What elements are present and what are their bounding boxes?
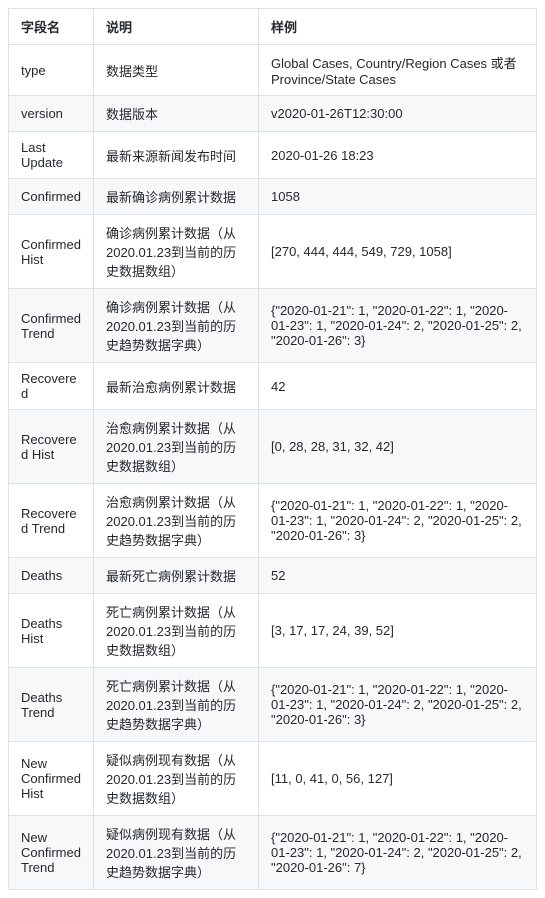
table-row: Recovered最新治愈病例累计数据42 <box>9 363 537 410</box>
table-row: Recovered Hist治愈病例累计数据（从2020.01.23到当前的历史… <box>9 410 537 484</box>
cell-example: 1058 <box>259 179 537 215</box>
table-header-row: 字段名 说明 样例 <box>9 9 537 45</box>
cell-field-name: type <box>9 45 94 96</box>
cell-example: 42 <box>259 363 537 410</box>
cell-field-name: Confirmed Hist <box>9 215 94 289</box>
cell-description: 数据类型 <box>94 45 259 96</box>
table-row: Recovered Trend治愈病例累计数据（从2020.01.23到当前的历… <box>9 484 537 558</box>
cell-field-name: New Confirmed Hist <box>9 742 94 816</box>
cell-example: [0, 28, 28, 31, 32, 42] <box>259 410 537 484</box>
cell-example: {"2020-01-21": 1, "2020-01-22": 1, "2020… <box>259 816 537 890</box>
table-row: Deaths Trend死亡病例累计数据（从2020.01.23到当前的历史趋势… <box>9 668 537 742</box>
table-row: version数据版本v2020-01-26T12:30:00 <box>9 96 537 132</box>
cell-field-name: Recovered Trend <box>9 484 94 558</box>
cell-description: 死亡病例累计数据（从2020.01.23到当前的历史趋势数据字典） <box>94 668 259 742</box>
cell-field-name: Last Update <box>9 132 94 179</box>
cell-description: 疑似病例现有数据（从2020.01.23到当前的历史数据数组） <box>94 742 259 816</box>
cell-example: Global Cases, Country/Region Cases 或者 Pr… <box>259 45 537 96</box>
cell-field-name: version <box>9 96 94 132</box>
table-row: Last Update最新来源新闻发布时间2020-01-26 18:23 <box>9 132 537 179</box>
cell-field-name: Deaths Trend <box>9 668 94 742</box>
cell-description: 确诊病例累计数据（从2020.01.23到当前的历史数据数组） <box>94 215 259 289</box>
table-row: Confirmed Hist确诊病例累计数据（从2020.01.23到当前的历史… <box>9 215 537 289</box>
cell-field-name: Recovered Hist <box>9 410 94 484</box>
fields-table: 字段名 说明 样例 type数据类型Global Cases, Country/… <box>8 8 537 890</box>
cell-description: 确诊病例累计数据（从2020.01.23到当前的历史趋势数据字典） <box>94 289 259 363</box>
table-row: Deaths Hist死亡病例累计数据（从2020.01.23到当前的历史数据数… <box>9 594 537 668</box>
cell-field-name: Recovered <box>9 363 94 410</box>
cell-field-name: Confirmed <box>9 179 94 215</box>
cell-description: 数据版本 <box>94 96 259 132</box>
cell-example: [270, 444, 444, 549, 729, 1058] <box>259 215 537 289</box>
cell-field-name: Deaths Hist <box>9 594 94 668</box>
table-row: New Confirmed Trend疑似病例现有数据（从2020.01.23到… <box>9 816 537 890</box>
header-desc: 说明 <box>94 9 259 45</box>
cell-example: 2020-01-26 18:23 <box>259 132 537 179</box>
cell-example: {"2020-01-21": 1, "2020-01-22": 1, "2020… <box>259 668 537 742</box>
table-row: Confirmed Trend确诊病例累计数据（从2020.01.23到当前的历… <box>9 289 537 363</box>
cell-description: 最新死亡病例累计数据 <box>94 558 259 594</box>
cell-description: 最新治愈病例累计数据 <box>94 363 259 410</box>
cell-example: {"2020-01-21": 1, "2020-01-22": 1, "2020… <box>259 289 537 363</box>
table-row: New Confirmed Hist疑似病例现有数据（从2020.01.23到当… <box>9 742 537 816</box>
cell-example: {"2020-01-21": 1, "2020-01-22": 1, "2020… <box>259 484 537 558</box>
cell-description: 疑似病例现有数据（从2020.01.23到当前的历史趋势数据字典） <box>94 816 259 890</box>
table-body: type数据类型Global Cases, Country/Region Cas… <box>9 45 537 890</box>
table-row: Deaths最新死亡病例累计数据52 <box>9 558 537 594</box>
table-row: type数据类型Global Cases, Country/Region Cas… <box>9 45 537 96</box>
cell-example: v2020-01-26T12:30:00 <box>259 96 537 132</box>
cell-example: [3, 17, 17, 24, 39, 52] <box>259 594 537 668</box>
cell-description: 治愈病例累计数据（从2020.01.23到当前的历史数据数组） <box>94 410 259 484</box>
cell-field-name: New Confirmed Trend <box>9 816 94 890</box>
cell-description: 最新确诊病例累计数据 <box>94 179 259 215</box>
header-example: 样例 <box>259 9 537 45</box>
table-row: Confirmed最新确诊病例累计数据1058 <box>9 179 537 215</box>
cell-description: 死亡病例累计数据（从2020.01.23到当前的历史数据数组） <box>94 594 259 668</box>
cell-description: 最新来源新闻发布时间 <box>94 132 259 179</box>
cell-example: 52 <box>259 558 537 594</box>
cell-description: 治愈病例累计数据（从2020.01.23到当前的历史趋势数据字典） <box>94 484 259 558</box>
cell-example: [11, 0, 41, 0, 56, 127] <box>259 742 537 816</box>
header-name: 字段名 <box>9 9 94 45</box>
cell-field-name: Deaths <box>9 558 94 594</box>
cell-field-name: Confirmed Trend <box>9 289 94 363</box>
